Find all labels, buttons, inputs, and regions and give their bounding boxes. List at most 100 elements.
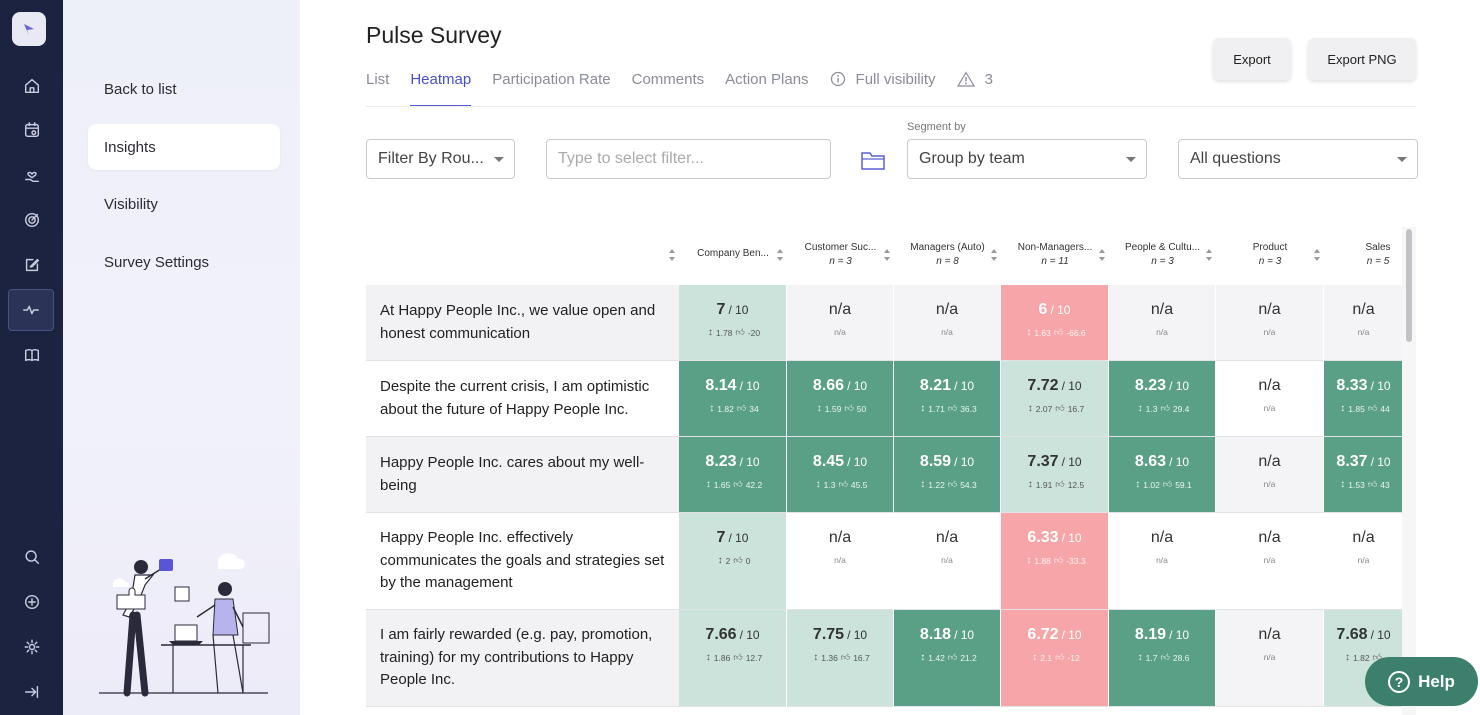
heatmap-cell[interactable]: 7.72/ 10 ↕ 2.07 👍︎ 16.7 (1001, 361, 1109, 437)
cell-meta: n/a (941, 555, 953, 565)
column-header[interactable]: People & Cultu... n = 3 (1109, 227, 1216, 282)
cell-score: 7.37/ 10 (1027, 453, 1081, 471)
folder-icon[interactable] (860, 149, 886, 171)
cell-meta: ↕ 1.3 👍︎ 29.4 (1135, 403, 1190, 414)
tab-list[interactable]: List (366, 70, 390, 88)
heatmap-cell[interactable]: n/a n/a (787, 513, 894, 610)
tab-participation-rate[interactable]: Participation Rate (492, 70, 611, 88)
column-header[interactable]: Customer Suc... n = 3 (787, 227, 894, 282)
calendar-icon[interactable] (0, 110, 63, 150)
gear-icon[interactable] (0, 627, 63, 667)
book-icon[interactable] (0, 335, 63, 375)
heatmap-cell[interactable]: 8.59/ 10 ↕ 1.22 👍︎ 54.3 (894, 437, 1001, 513)
column-label: People & Cultu... (1124, 242, 1201, 253)
column-label: Sales (1365, 242, 1391, 253)
edit-icon[interactable] (0, 245, 63, 285)
heatmap-cell[interactable]: 8.23/ 10 ↕ 1.65 👍︎ 42.2 (679, 437, 787, 513)
heatmap-cell[interactable]: 8.37/ 10 ↕ 1.53 👍︎ 43 (1324, 437, 1402, 513)
heatmap-cell[interactable]: 8.14/ 10 ↕ 1.82 👍︎ 34 (679, 361, 787, 437)
heatmap-cell[interactable]: n/a n/a (1109, 513, 1216, 610)
score-scale: / 10 (739, 628, 760, 642)
heatmap-cell[interactable]: 7/ 10 ↕ 2 👍︎ 0 (679, 513, 787, 610)
column-header[interactable]: Non-Managers... n = 11 (1001, 227, 1109, 282)
column-label: Company Ben... (697, 247, 769, 259)
heatmap-cell[interactable]: 8.23/ 10 ↕ 1.3 👍︎ 29.4 (1109, 361, 1216, 437)
round-filter-select[interactable]: Filter By Rou... (366, 139, 515, 179)
heatmap-cell[interactable]: 8.45/ 10 ↕ 1.3 👍︎ 45.5 (787, 437, 894, 513)
heatmap-cell[interactable]: n/a n/a (1216, 610, 1324, 707)
heatmap-cell[interactable]: n/a n/a (1216, 437, 1324, 513)
segment-select[interactable]: Group by team (907, 139, 1147, 179)
back-to-list-link[interactable]: Back to list (104, 80, 177, 98)
tab-full-visibility[interactable]: Full visibility (855, 70, 936, 88)
column-header[interactable]: Managers (Auto) n = 8 (894, 227, 1001, 282)
score-scale: / 10 (1169, 628, 1190, 642)
filter-input[interactable] (546, 139, 831, 179)
heatmap-cell[interactable]: n/a n/a (1324, 285, 1402, 361)
export-png-button[interactable]: Export PNG (1308, 38, 1416, 80)
heatmap-cell[interactable]: 8.21/ 10 ↕ 1.71 👍︎ 36.3 (894, 361, 1001, 437)
question-column-header[interactable] (366, 227, 679, 282)
heatmap-cell[interactable]: n/a n/a (1216, 513, 1324, 610)
sidebar-item-visibility[interactable]: Visibility (104, 195, 158, 213)
table-scrollbar[interactable] (1402, 227, 1416, 715)
score-value: 7.72 (1027, 377, 1059, 394)
pulse-icon[interactable] (8, 289, 54, 331)
heatmap-cell[interactable]: 8.33/ 10 ↕ 1.85 👍︎ 44 (1324, 361, 1402, 437)
scrollbar-thumb[interactable] (1406, 229, 1412, 342)
cell-score: 8.18/ 10 (920, 626, 974, 644)
heatmap-cell[interactable]: 8.63/ 10 ↕ 1.02 👍︎ 59.1 (1109, 437, 1216, 513)
cell-meta: ↕ 2 👍︎ 0 (715, 555, 751, 566)
heatmap-cell[interactable]: 7.37/ 10 ↕ 1.91 👍︎ 12.5 (1001, 437, 1109, 513)
column-header[interactable]: Product n = 3 (1216, 227, 1324, 282)
heatmap-cell[interactable]: 8.19/ 10 ↕ 1.7 👍︎ 28.6 (1109, 610, 1216, 707)
column-header[interactable]: Company Ben... (679, 227, 787, 282)
cell-score: n/a (1258, 301, 1280, 319)
score-delta: 45.5 (850, 479, 868, 490)
plus-icon[interactable] (0, 582, 63, 622)
home-icon[interactable] (0, 66, 63, 106)
heatmap-cell[interactable]: n/a n/a (1216, 361, 1324, 437)
heatmap-cell[interactable]: n/a n/a (894, 285, 1001, 361)
help-button[interactable]: ? Help (1365, 657, 1478, 706)
tab-comments[interactable]: Comments (631, 70, 705, 88)
heatmap-cell[interactable]: n/a n/a (787, 285, 894, 361)
export-button[interactable]: Export (1213, 38, 1291, 80)
logout-icon[interactable] (0, 672, 63, 712)
heatmap-cell[interactable]: 7/ 10 ↕ 1.78 👍︎ -20 (679, 285, 787, 361)
score-value: 8.33 (1336, 377, 1368, 394)
heatmap-cell[interactable]: 6.72/ 10 ↕ 2.1 👍︎ -12 (1001, 610, 1109, 707)
cell-sub-value: n/a (1156, 327, 1168, 337)
search-icon[interactable] (0, 537, 63, 577)
target-icon[interactable] (0, 200, 63, 240)
score-value: 8.14 (705, 377, 737, 394)
heatmap-cell[interactable]: 7.75/ 10 ↕ 1.36 👍︎ 16.7 (787, 610, 894, 707)
sidebar-item-survey-settings[interactable]: Survey Settings (104, 253, 210, 271)
hand-heart-icon[interactable] (0, 155, 63, 195)
cell-meta: ↕ 1.42 👍︎ 21.2 (917, 652, 977, 663)
tab-action-plans[interactable]: Action Plans (725, 70, 809, 88)
warning-count[interactable]: 3 (984, 70, 993, 88)
deviation-icon: ↕ (1026, 555, 1032, 566)
heatmap-cell[interactable]: n/a n/a (1324, 513, 1402, 610)
round-filter-value: Filter By Rou... (378, 150, 484, 167)
heatmap-cell[interactable]: 8.66/ 10 ↕ 1.59 👍︎ 50 (787, 361, 894, 437)
column-header[interactable]: Sales n = 5 (1324, 227, 1402, 282)
cell-score: 7/ 10 (717, 529, 749, 547)
deviation-icon: ↕ (920, 652, 926, 663)
heatmap-cell[interactable]: n/a n/a (1216, 285, 1324, 361)
score-delta: 21.2 (960, 652, 977, 663)
heatmap-cell[interactable]: 6.33/ 10 ↕ 1.88 👍︎ -33.3 (1001, 513, 1109, 610)
heatmap-cell[interactable]: n/a n/a (894, 513, 1001, 610)
app-logo-icon[interactable] (12, 12, 46, 46)
sidebar-item-insights[interactable]: Insights (88, 124, 280, 170)
tab-heatmap[interactable]: Heatmap (410, 70, 472, 107)
cell-score: n/a (829, 301, 851, 319)
heatmap-cell[interactable]: 7.66/ 10 ↕ 1.86 👍︎ 12.7 (679, 610, 787, 707)
heatmap-cell[interactable]: n/a n/a (1109, 285, 1216, 361)
cell-meta: ↕ 1.86 👍︎ 12.7 (703, 652, 763, 663)
questions-select[interactable]: All questions (1178, 139, 1418, 179)
deviation-icon: ↕ (707, 327, 713, 338)
heatmap-cell[interactable]: 6/ 10 ↕ 1.63 👍︎ -66.6 (1001, 285, 1109, 361)
heatmap-cell[interactable]: 8.18/ 10 ↕ 1.42 👍︎ 21.2 (894, 610, 1001, 707)
